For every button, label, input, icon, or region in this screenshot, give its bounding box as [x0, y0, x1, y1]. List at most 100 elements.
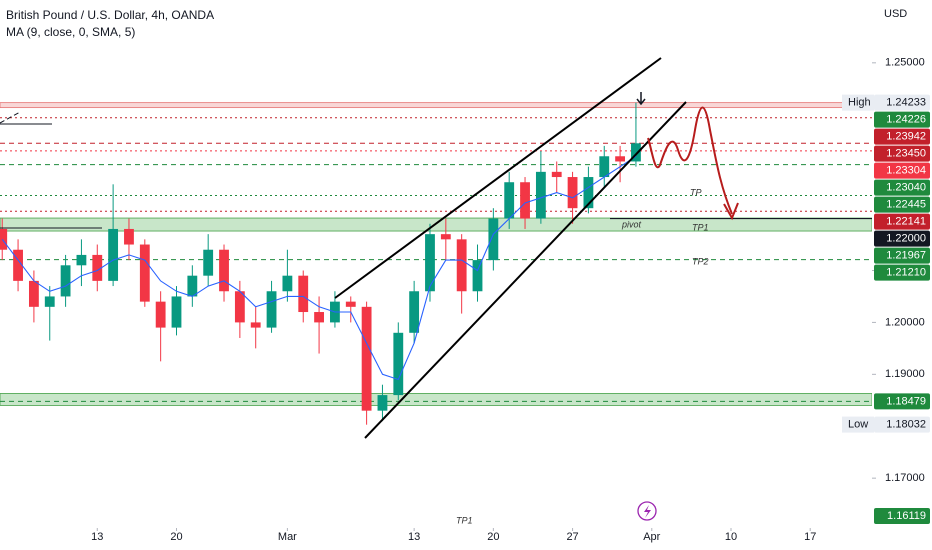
candle-body — [0, 228, 8, 250]
price-tag-label: 1.23942 — [886, 131, 926, 143]
candle-body — [456, 239, 467, 292]
chart-title: British Pound / U.S. Dollar, 4h, OANDA — [6, 8, 214, 22]
candle-body — [266, 291, 277, 328]
y-tick-label: 1.20000 — [885, 316, 925, 328]
price-tag-label: 1.23040 — [886, 182, 926, 194]
price-tag-label: 1.18479 — [886, 395, 926, 407]
x-tick-label: 20 — [170, 531, 182, 543]
x-tick-label: 13 — [408, 531, 420, 543]
projection-path — [647, 106, 733, 215]
zone — [0, 102, 872, 109]
candle-body — [92, 254, 103, 281]
candle-body — [615, 156, 626, 162]
candle-body — [139, 244, 150, 302]
candle-body — [345, 301, 356, 307]
x-tick-label: 17 — [804, 531, 816, 543]
price-tag — [874, 145, 930, 162]
price-tag-label: 1.24226 — [886, 114, 926, 126]
projection-arrowhead — [723, 202, 739, 221]
candle-body — [393, 332, 404, 396]
price-tag-name-bg — [842, 416, 874, 433]
candle-body — [203, 249, 214, 276]
price-tag — [874, 393, 930, 410]
price-tag — [874, 111, 930, 128]
candle-body — [44, 296, 55, 307]
candle-body — [234, 291, 245, 323]
price-tag-name: Low — [848, 418, 868, 430]
candle-body — [361, 306, 372, 411]
wedge-upper — [334, 57, 662, 299]
x-tick-label: 20 — [487, 531, 499, 543]
annotation: pivot — [621, 219, 642, 229]
price-tag-label: 1.21210 — [886, 267, 926, 279]
price-axis: 1.250001.210001.200001.190001.170001.242… — [842, 57, 930, 524]
price-tag — [874, 128, 930, 145]
candle-body — [567, 177, 578, 209]
event-icon-bolt — [644, 505, 651, 518]
candle-body — [60, 265, 71, 297]
x-tick-label: 13 — [91, 531, 103, 543]
arrow-marker — [636, 92, 646, 106]
price-tag — [874, 264, 930, 281]
price-tag — [874, 416, 930, 433]
x-tick-label: Apr — [643, 531, 660, 543]
wedge-lower — [364, 101, 687, 439]
event-icon[interactable] — [637, 501, 657, 521]
indicator-legend: MA (9, close, 0, SMA, 5) — [6, 25, 135, 39]
price-tag — [874, 247, 930, 264]
candle-body — [250, 322, 261, 328]
price-tag-label: 1.16119 — [887, 510, 926, 522]
candle-body — [520, 182, 530, 219]
candle-body — [440, 234, 451, 240]
candle-body — [187, 275, 198, 297]
y-tick-label: 1.17000 — [885, 472, 925, 484]
price-tag-label: 1.22000 — [886, 233, 926, 245]
annotation: TP2 — [692, 256, 709, 266]
price-tag-name-bg — [842, 94, 874, 111]
annotation: TP1 — [456, 515, 473, 525]
candle-body — [583, 177, 594, 209]
candle-body — [631, 143, 641, 162]
price-tag-label: 1.23304 — [886, 165, 926, 177]
x-tick-label: 27 — [566, 531, 578, 543]
candle-body — [551, 171, 562, 178]
candle-body — [377, 395, 388, 411]
zone — [0, 393, 872, 406]
candle-body — [409, 291, 420, 333]
x-tick-label: Mar — [278, 531, 297, 543]
candle-body — [155, 301, 166, 328]
candle-body — [425, 234, 435, 292]
annotation: TP1 — [692, 222, 709, 232]
candle-body — [472, 260, 483, 292]
price-tag — [874, 162, 930, 179]
candle-body — [13, 249, 23, 281]
price-tag-label: 1.24233 — [886, 97, 926, 109]
currency-label: USD — [884, 8, 907, 20]
ma-line — [1, 155, 637, 381]
candle-body — [599, 156, 610, 178]
y-tick-label: 1.19000 — [885, 368, 925, 380]
candle-body — [282, 275, 293, 292]
price-tag — [874, 196, 930, 213]
candle-body — [488, 218, 499, 261]
y-tick-label: 1.25000 — [885, 57, 925, 69]
candle-body — [504, 182, 515, 219]
price-tag — [874, 179, 930, 196]
price-tag-label: 1.22141 — [886, 216, 926, 228]
price-tag-name: High — [848, 97, 871, 109]
price-tag — [874, 230, 930, 247]
price-tag-label: 1.21967 — [886, 250, 926, 262]
candle-body — [108, 228, 119, 281]
candle-body — [124, 228, 134, 245]
candle-body — [76, 254, 87, 266]
x-tick-label: 10 — [725, 531, 737, 543]
candle-body — [298, 275, 309, 313]
price-tag-label: 1.22445 — [886, 199, 926, 211]
candle-body — [171, 296, 182, 328]
plot-area — [0, 102, 872, 425]
annotation: TP — [690, 187, 702, 197]
drawings: TP pivot TP1 TP2 TP1 — [0, 57, 739, 525]
drawing-line — [0, 111, 21, 124]
price-tag-label: 1.18032 — [886, 418, 926, 430]
